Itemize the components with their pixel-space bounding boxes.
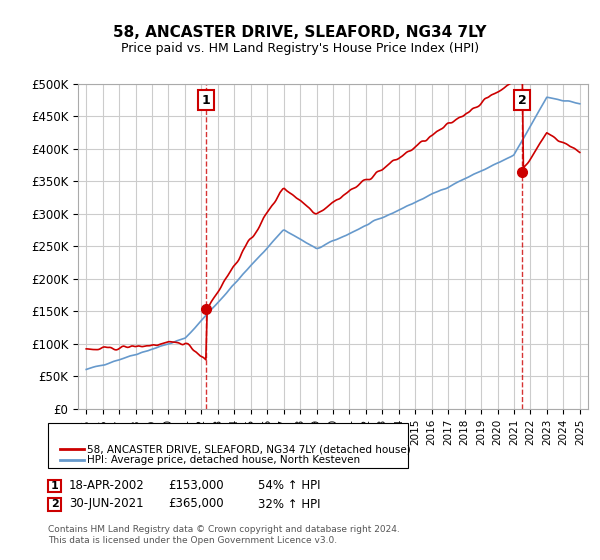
Text: 2: 2	[51, 499, 58, 509]
Text: 1: 1	[51, 480, 58, 491]
Text: £365,000: £365,000	[168, 497, 224, 511]
Text: 2: 2	[518, 94, 527, 107]
Text: 1: 1	[202, 94, 211, 107]
Text: 54% ↑ HPI: 54% ↑ HPI	[258, 479, 320, 492]
Text: 58, ANCASTER DRIVE, SLEAFORD, NG34 7LY: 58, ANCASTER DRIVE, SLEAFORD, NG34 7LY	[113, 25, 487, 40]
Text: HPI: Average price, detached house, North Kesteven: HPI: Average price, detached house, Nort…	[87, 455, 360, 465]
Text: Contains HM Land Registry data © Crown copyright and database right 2024.
This d: Contains HM Land Registry data © Crown c…	[48, 525, 400, 545]
Text: Price paid vs. HM Land Registry's House Price Index (HPI): Price paid vs. HM Land Registry's House …	[121, 42, 479, 55]
Text: 58, ANCASTER DRIVE, SLEAFORD, NG34 7LY (detached house): 58, ANCASTER DRIVE, SLEAFORD, NG34 7LY (…	[87, 444, 411, 454]
Text: 30-JUN-2021: 30-JUN-2021	[69, 497, 143, 511]
Text: £153,000: £153,000	[168, 479, 224, 492]
Text: 32% ↑ HPI: 32% ↑ HPI	[258, 497, 320, 511]
Text: 18-APR-2002: 18-APR-2002	[69, 479, 145, 492]
